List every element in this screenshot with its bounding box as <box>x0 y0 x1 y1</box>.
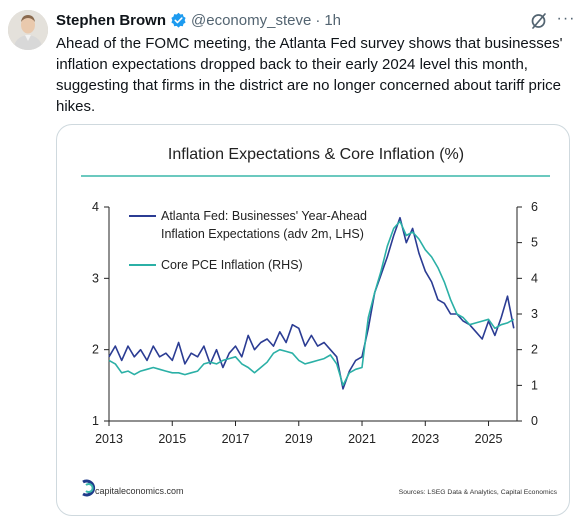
chart-source: Sources: LSEG Data & Analytics, Capital … <box>399 489 558 496</box>
right-tick-label: 4 <box>531 271 538 285</box>
tweet-header: Stephen Brown @economy_steve · 1h <box>56 10 341 30</box>
avatar[interactable] <box>8 10 48 50</box>
chart-card[interactable]: Inflation Expectations & Core Inflation … <box>56 124 570 516</box>
branding-url: capitaleconomics.com <box>95 486 184 496</box>
x-tick-label: 2013 <box>95 432 123 446</box>
x-tick-label: 2021 <box>348 432 376 446</box>
more-options-icon[interactable]: ··· <box>556 10 576 27</box>
left-tick-label: 4 <box>92 200 99 214</box>
series-lines <box>108 216 515 390</box>
x-tick-label: 2023 <box>411 432 439 446</box>
right-tick-label: 0 <box>531 414 538 428</box>
left-tick-label: 1 <box>92 414 99 428</box>
author-name[interactable]: Stephen Brown <box>56 11 167 29</box>
right-tick-label: 2 <box>531 343 538 357</box>
legend-label-core-pce: Core PCE Inflation (RHS) <box>161 258 303 272</box>
x-tick-label: 2015 <box>158 432 186 446</box>
legend-label-atlanta-fed-line2: Inflation Expectations (adv 2m, LHS) <box>161 227 364 241</box>
right-axis-ticks: 0 1 2 3 4 5 6 <box>517 200 538 428</box>
left-tick-label: 3 <box>92 271 99 285</box>
timestamp[interactable]: 1h <box>324 11 341 29</box>
left-tick-label: 2 <box>92 343 99 357</box>
right-tick-label: 3 <box>531 307 538 321</box>
right-tick-label: 6 <box>531 200 538 214</box>
legend-label-atlanta-fed: Atlanta Fed: Businesses' Year-Ahead <box>161 209 367 223</box>
right-tick-label: 1 <box>531 378 538 392</box>
x-tick-label: 2017 <box>222 432 250 446</box>
x-tick-label: 2025 <box>475 432 503 446</box>
tweet-text: Ahead of the FOMC meeting, the Atlanta F… <box>56 35 563 115</box>
x-tick-label: 2019 <box>285 432 313 446</box>
series-line-atlanta-fed <box>108 216 515 390</box>
author-handle[interactable]: @economy_steve <box>191 11 312 29</box>
capital-economics-logo <box>82 479 96 497</box>
legend: Atlanta Fed: Businesses' Year-Ahead Infl… <box>129 209 367 272</box>
verified-badge-icon <box>171 12 186 28</box>
avatar-image <box>8 10 48 50</box>
right-tick-label: 5 <box>531 236 538 250</box>
left-axis-ticks: 1 2 3 4 <box>92 200 109 428</box>
series-line-core-pce <box>108 220 515 387</box>
chart-title: Inflation Expectations & Core Inflation … <box>168 146 464 163</box>
grok-icon[interactable] <box>530 12 548 30</box>
separator-dot: · <box>315 11 321 29</box>
x-axis-ticks: 2013 2015 2017 2019 2021 2023 2025 <box>95 421 502 446</box>
chart: Inflation Expectations & Core Inflation … <box>81 146 558 497</box>
